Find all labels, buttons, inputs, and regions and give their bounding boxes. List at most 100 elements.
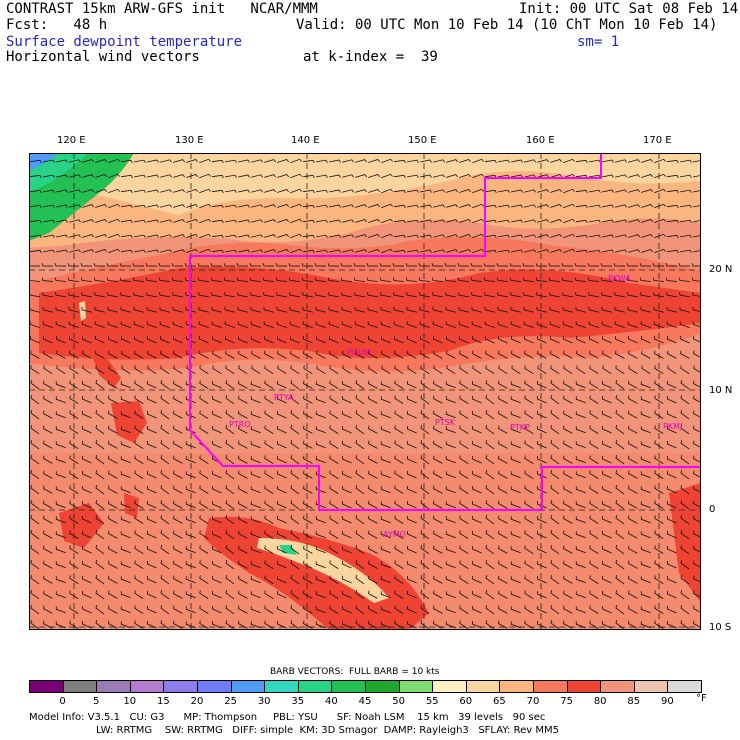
- wind-barb: [69, 219, 81, 223]
- wind-barb: [654, 500, 664, 509]
- wind-barb: [93, 262, 106, 267]
- wind-barb: [342, 455, 352, 464]
- wind-barb: [667, 605, 677, 614]
- wind-barb: [82, 485, 92, 494]
- wind-barb: [43, 515, 53, 524]
- wind-barb: [315, 591, 326, 599]
- wind-barb: [198, 321, 209, 328]
- wind-barb: [550, 173, 562, 178]
- wind-barb: [641, 158, 653, 163]
- wind-barb: [289, 306, 300, 313]
- wind-barb: [108, 248, 120, 254]
- wind-barb: [199, 188, 211, 194]
- wind-barb: [498, 159, 510, 163]
- wind-barb: [433, 204, 445, 208]
- station-ptya: PTYA: [274, 393, 294, 402]
- wind-barb: [329, 336, 339, 344]
- wind-barb: [627, 321, 638, 328]
- wind-barb: [95, 590, 105, 600]
- wind-barb: [667, 455, 677, 464]
- wind-barb: [433, 219, 445, 223]
- wind-barb: [120, 546, 131, 554]
- wind-barb: [381, 336, 391, 344]
- wind-barb: [654, 218, 666, 224]
- wind-barb: [95, 575, 105, 585]
- wind-barb: [680, 425, 690, 435]
- wind-barb: [667, 590, 677, 599]
- wind-barb: [108, 440, 118, 449]
- wind-barb: [446, 249, 458, 253]
- wind-barb: [225, 204, 237, 208]
- wind-barb: [69, 159, 81, 163]
- colorbar-cell: [499, 680, 534, 693]
- wind-barb: [589, 395, 599, 404]
- wind-barb: [510, 591, 521, 599]
- wind-barb: [355, 350, 365, 359]
- wind-barb: [315, 546, 326, 554]
- wind-barb: [355, 204, 367, 208]
- wind-barb: [342, 174, 354, 178]
- wind-barb: [407, 470, 417, 479]
- wind-barb: [160, 560, 170, 570]
- wind-barb: [264, 219, 276, 223]
- wind-barb: [627, 306, 638, 313]
- wind-barb: [420, 530, 430, 540]
- wind-barb: [355, 530, 365, 540]
- wind-barb: [537, 380, 547, 389]
- wind-barb: [82, 515, 92, 524]
- wind-barb: [55, 591, 66, 599]
- colorbar-label: 5: [93, 696, 100, 707]
- wind-barb: [628, 590, 638, 599]
- wind-barb: [54, 262, 67, 267]
- wind-barb: [692, 306, 701, 313]
- barb-legend: BARB VECTORS: FULL BARB = 10 kts: [270, 667, 440, 677]
- wind-barb: [314, 277, 327, 282]
- wind-barb: [433, 425, 443, 434]
- wind-barb: [41, 262, 54, 267]
- colorbar-label: 80: [593, 696, 607, 707]
- wind-barb: [654, 485, 664, 494]
- wind-barb: [120, 159, 133, 164]
- wind-barb: [303, 455, 313, 464]
- wind-barb: [199, 350, 209, 359]
- wind-barb: [433, 350, 443, 359]
- wind-barb: [212, 440, 222, 449]
- wind-barb: [680, 530, 690, 540]
- wind-barb: [406, 292, 417, 298]
- colorbar-cell: [163, 680, 198, 693]
- wind-barb: [199, 605, 209, 614]
- wind-barb: [198, 292, 209, 298]
- wind-barb: [185, 531, 196, 539]
- wind-barb: [225, 425, 235, 435]
- wind-barb: [159, 306, 170, 313]
- wind-barb: [563, 545, 573, 554]
- wind-barb: [485, 440, 495, 450]
- wind-barb: [524, 425, 534, 434]
- lon-label-120: 120 E: [57, 135, 86, 146]
- wind-barb: [485, 485, 495, 495]
- wind-barb: [407, 249, 419, 253]
- wind-barb: [458, 306, 469, 313]
- colorbar-label: 50: [392, 696, 405, 707]
- wind-barb: [509, 277, 522, 282]
- wind-barb: [368, 515, 378, 524]
- wind-barb: [484, 159, 497, 164]
- wind-barb: [510, 531, 521, 539]
- wind-barb: [43, 234, 55, 238]
- wind-barb: [510, 441, 521, 449]
- wind-barb: [355, 174, 367, 178]
- wind-barb: [602, 249, 614, 253]
- wind-barb: [561, 277, 574, 282]
- wind-barb: [368, 575, 378, 584]
- wind-barb: [537, 159, 549, 163]
- wind-barb: [329, 515, 339, 524]
- wind-barb: [303, 590, 313, 599]
- wind-barb: [236, 277, 249, 282]
- wind-barb: [316, 350, 326, 359]
- wind-barb: [29, 174, 42, 179]
- wind-barb: [549, 321, 560, 328]
- wind-barb: [498, 620, 508, 629]
- colorbar-label: 35: [291, 696, 305, 707]
- wind-barb: [355, 515, 365, 525]
- wind-barb: [693, 336, 701, 343]
